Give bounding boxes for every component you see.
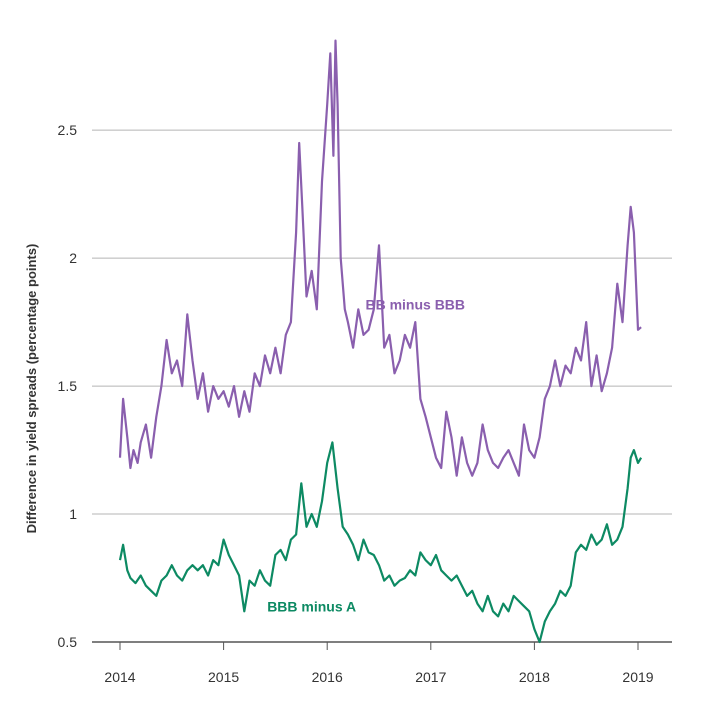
x-tick-label: 2014	[104, 669, 135, 685]
y-tick-label: 2	[69, 250, 77, 266]
series-label: BBB minus A	[267, 598, 356, 614]
x-tick-label: 2018	[519, 669, 550, 685]
series-line-bbb-minus-a	[118, 441, 643, 644]
x-tick-label: 2015	[208, 669, 239, 685]
series-label: BB minus BBB	[365, 296, 465, 312]
y-tick-label: 1	[69, 506, 77, 522]
series-line-bb-minus-bbb	[118, 39, 642, 477]
x-tick-label: 2019	[622, 669, 653, 685]
gridlines	[92, 129, 672, 515]
series-lines	[118, 39, 643, 644]
x-tick-label: 2017	[415, 669, 446, 685]
x-tick-label: 2016	[312, 669, 343, 685]
y-axis-label: Difference in yield spreads (percentage …	[24, 244, 39, 534]
y-tick-label: 1.5	[58, 378, 78, 394]
axes: 0.5 1 1.5 2 2.5 2014 2015 2016 2017 2018 2019 Diffe…	[24, 122, 672, 685]
y-tick-label: 0.5	[58, 634, 78, 650]
y-tick-label: 2.5	[58, 122, 78, 138]
labels: BB minus BBB BBB minus A	[267, 296, 465, 614]
